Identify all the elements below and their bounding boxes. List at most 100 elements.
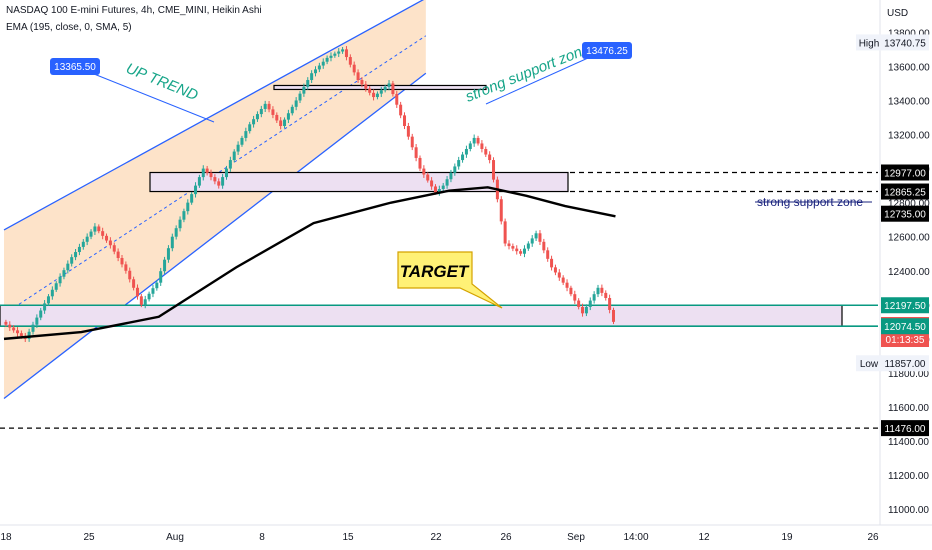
price-label-bg-0 — [881, 34, 929, 51]
candle-body-156 — [608, 298, 612, 310]
candle-body-89 — [348, 57, 352, 65]
x-tick-3: 8 — [259, 532, 265, 543]
candle-body-114 — [445, 179, 449, 186]
callout-right-value: 13476.25 — [586, 46, 628, 57]
candle-body-20 — [81, 241, 85, 247]
candle-body-75 — [294, 100, 298, 107]
y-tick-13800: 13800.00 — [888, 28, 930, 39]
callout-left-value: 13365.50 — [54, 62, 96, 73]
price-pill-label-bg-0 — [856, 34, 882, 51]
candlesticks — [4, 46, 615, 343]
target-label: TARGET — [400, 262, 470, 281]
candle-body-54 — [213, 177, 217, 182]
candle-body-145 — [565, 282, 569, 288]
candle-body-132 — [515, 248, 519, 252]
candle-body-55 — [217, 181, 221, 186]
candle-body-53 — [209, 172, 213, 178]
candle-body-68 — [267, 103, 271, 110]
x-tick-0: 18 — [0, 532, 12, 543]
price-label-4: 12197.50 — [884, 301, 926, 312]
candle-body-0 — [4, 321, 8, 325]
price-label-2: 12865.25 — [884, 188, 926, 199]
y-tick-11000: 11000.00 — [888, 505, 929, 516]
candle-body-31 — [124, 264, 128, 271]
candle-body-12 — [50, 289, 54, 297]
ema-195-line — [3, 186, 616, 341]
price-label-bg-6 — [881, 318, 929, 335]
candle-body-66 — [259, 108, 263, 115]
candle-body-34 — [135, 287, 139, 297]
candle-body-81 — [317, 65, 321, 70]
up-trend-label: UP TREND — [124, 60, 201, 104]
candle-body-123 — [480, 143, 484, 149]
candle-body-38 — [151, 288, 155, 294]
candle-body-153 — [596, 287, 600, 295]
candle-body-100 — [391, 83, 395, 95]
callout-right-pointer — [485, 57, 589, 105]
callout-right-box — [582, 42, 632, 59]
x-tick-2: Aug — [166, 532, 184, 543]
candle-body-28 — [112, 245, 116, 252]
price-axis: 11000.00 11200.00 11400.00 11600.00 11800.00… — [856, 0, 930, 525]
level-lines — [0, 171, 878, 429]
symbol-title: NASDAQ 100 E-mini Futures, 4h, CME_MINI,… — [6, 5, 262, 16]
candle-body-112 — [437, 189, 441, 193]
candle-body-46 — [182, 211, 186, 220]
strong-support-label-top: strong support zone — [463, 40, 592, 105]
candle-body-11 — [46, 296, 50, 304]
indicator-legend[interactable]: EMA (195, close, 0, SMA, 5) — [6, 22, 132, 33]
candle-body-83 — [325, 57, 329, 62]
candle-body-9 — [39, 310, 43, 318]
candle-body-48 — [190, 194, 194, 203]
x-tick-5: 22 — [430, 532, 442, 543]
candle-body-137 — [534, 233, 538, 239]
candle-body-134 — [522, 248, 526, 254]
candle-body-133 — [519, 251, 523, 254]
callout-left-box — [50, 58, 100, 75]
candle-body-116 — [453, 166, 457, 173]
candle-body-82 — [321, 61, 325, 66]
candle-body-128 — [499, 199, 503, 222]
candle-body-120 — [468, 143, 472, 149]
callout-left-pointer — [83, 69, 215, 123]
candle-body-95 — [372, 92, 376, 98]
x-tick-11: 26 — [867, 532, 879, 543]
candle-body-125 — [488, 154, 492, 161]
price-label-1: 12977.00 — [884, 168, 926, 179]
candle-body-97 — [379, 90, 383, 94]
candle-body-22 — [89, 231, 93, 237]
candle-body-78 — [306, 80, 310, 87]
x-tick-6: 26 — [500, 532, 512, 543]
y-tick-11800: 11800.00 — [888, 369, 929, 380]
candle-body-64 — [252, 119, 256, 125]
candle-body-139 — [542, 241, 546, 251]
candle-body-36 — [143, 299, 147, 305]
candle-body-130 — [507, 243, 511, 247]
candle-body-90 — [352, 64, 356, 73]
candle-body-71 — [279, 120, 283, 127]
channel-lower-line — [3, 72, 427, 399]
candle-body-141 — [550, 258, 554, 268]
price-label-bg-3 — [881, 205, 929, 222]
candle-body-16 — [66, 263, 70, 271]
candle-body-70 — [275, 114, 279, 121]
candle-body-23 — [93, 226, 97, 232]
candle-body-92 — [360, 80, 364, 85]
candle-body-19 — [77, 246, 81, 253]
candle-body-39 — [155, 282, 159, 289]
candle-body-77 — [302, 86, 306, 94]
candle-body-101 — [395, 94, 399, 105]
candle-body-85 — [333, 53, 337, 56]
candle-body-52 — [205, 168, 209, 173]
candle-body-140 — [546, 250, 550, 259]
x-tick-4: 15 — [342, 532, 354, 543]
y-tick-13600: 13600.00 — [888, 62, 930, 73]
candle-body-80 — [314, 69, 317, 74]
candle-body-104 — [406, 126, 410, 137]
candle-body-87 — [341, 49, 345, 52]
candle-body-33 — [132, 279, 136, 288]
candle-body-76 — [298, 93, 302, 101]
candle-body-17 — [70, 257, 74, 264]
candle-body-42 — [166, 248, 170, 260]
